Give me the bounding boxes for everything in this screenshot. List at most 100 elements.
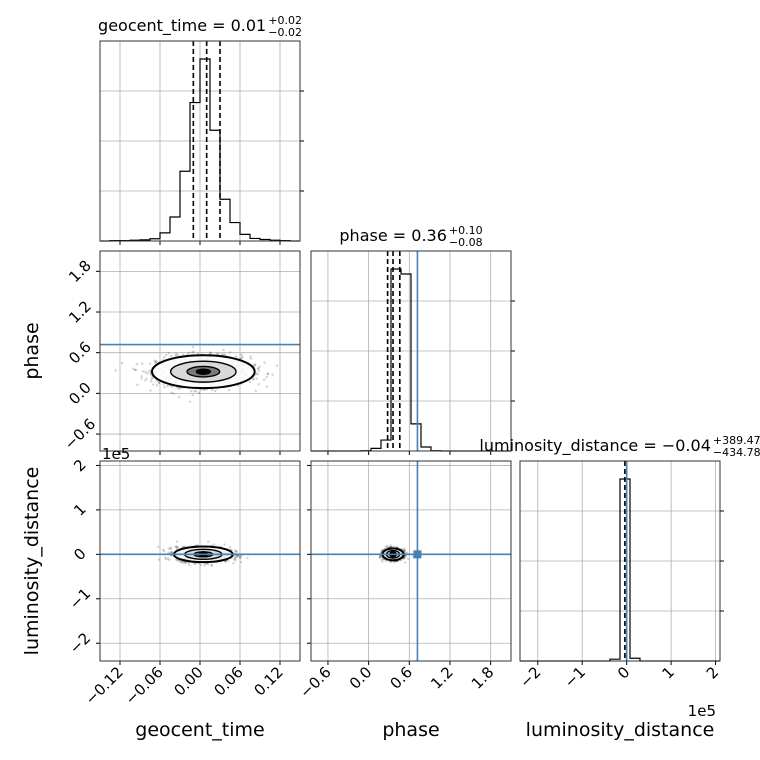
scatter-point bbox=[169, 547, 173, 551]
scatter-point bbox=[167, 551, 170, 554]
scatter-point bbox=[392, 560, 396, 564]
scatter-point bbox=[257, 367, 260, 370]
scatter-point bbox=[166, 557, 170, 560]
scatter-point bbox=[227, 559, 230, 563]
scatter-point bbox=[257, 383, 261, 386]
scatter-point bbox=[134, 368, 137, 372]
y-scale-label: 1e5 bbox=[102, 445, 130, 463]
scatter-point bbox=[168, 558, 171, 561]
x-axis-label: geocent_time bbox=[135, 719, 264, 741]
scatter-point bbox=[151, 376, 154, 380]
scatter-point bbox=[257, 369, 261, 373]
scatter-point bbox=[265, 375, 268, 379]
x-tick-label: 0.12 bbox=[250, 663, 286, 699]
panel-luminosity_distance-geocent_time bbox=[96, 460, 301, 665]
scatter-point bbox=[378, 555, 382, 559]
scatter-point bbox=[209, 351, 212, 354]
y-tick-label: −2 bbox=[66, 629, 94, 657]
scatter-point bbox=[232, 562, 235, 565]
scatter-point bbox=[184, 561, 187, 564]
scatter-point bbox=[240, 356, 244, 360]
scatter-point bbox=[150, 377, 153, 381]
scatter-point bbox=[254, 389, 257, 392]
scatter-point bbox=[234, 550, 238, 553]
x-tick-label: 0.0 bbox=[346, 663, 376, 693]
panel-border bbox=[310, 250, 512, 452]
scatter-point bbox=[239, 560, 243, 564]
title-sup: +0.02 bbox=[268, 14, 302, 27]
scatter-point bbox=[180, 560, 183, 564]
title-luminosity_distance: luminosity_distance = −0.04 +389.47−434.7… bbox=[479, 434, 760, 459]
scatter-point bbox=[142, 370, 145, 373]
scatter-point bbox=[120, 361, 124, 365]
scatter-point bbox=[234, 355, 238, 358]
scatter-point bbox=[164, 557, 168, 561]
scatter-point bbox=[140, 374, 143, 378]
panel-luminosity_distance-phase bbox=[307, 460, 512, 665]
y-tick-label: 0.6 bbox=[65, 338, 95, 368]
scatter-point bbox=[406, 557, 410, 561]
scatter-point bbox=[193, 562, 197, 566]
scatter-point bbox=[234, 557, 237, 560]
scatter-point bbox=[212, 543, 216, 546]
scatter-point bbox=[222, 348, 225, 352]
scatter-point bbox=[187, 351, 190, 355]
scatter-point bbox=[149, 380, 153, 383]
scatter-point bbox=[178, 387, 181, 391]
scatter-point bbox=[141, 362, 144, 365]
scatter-point bbox=[248, 380, 252, 384]
scatter-point bbox=[238, 556, 241, 559]
scatter-point bbox=[213, 390, 217, 393]
scatter-point bbox=[403, 556, 406, 560]
scatter-point bbox=[175, 540, 179, 543]
histogram-phase bbox=[311, 268, 511, 452]
scatter-point bbox=[197, 391, 201, 395]
y-tick-label: 0 bbox=[70, 545, 89, 564]
scatter-point bbox=[402, 549, 406, 552]
scatter-point bbox=[403, 547, 406, 550]
scatter-point bbox=[232, 558, 236, 561]
scatter-point bbox=[209, 352, 212, 355]
histogram-geocent_time bbox=[100, 58, 300, 242]
scatter-point bbox=[239, 556, 242, 560]
scatter-point bbox=[155, 360, 158, 363]
scatter-point bbox=[275, 364, 279, 367]
scatter-point bbox=[402, 556, 406, 560]
y-tick-label: 2 bbox=[70, 456, 89, 475]
scatter-point bbox=[157, 381, 161, 384]
scatter-point bbox=[134, 368, 137, 372]
scatter-point bbox=[228, 351, 232, 354]
scatter-point bbox=[235, 550, 238, 553]
x-tick-label: 2 bbox=[703, 663, 722, 682]
scatter-point bbox=[403, 549, 406, 552]
scatter-point bbox=[217, 353, 220, 356]
scatter-point bbox=[210, 564, 213, 567]
scatter-point bbox=[207, 540, 210, 543]
scatter-point bbox=[152, 383, 155, 386]
scatter-point bbox=[203, 564, 206, 567]
panel-border bbox=[99, 460, 301, 662]
scatter-point bbox=[136, 383, 139, 386]
scatter-point bbox=[224, 560, 227, 564]
scatter-point bbox=[203, 388, 207, 391]
scatter-point bbox=[385, 545, 389, 548]
scatter-point bbox=[235, 555, 238, 558]
scatter-point bbox=[188, 563, 191, 567]
y-tick-label: −0.6 bbox=[61, 415, 99, 453]
title-sub: −0.02 bbox=[268, 26, 302, 39]
scatter-point bbox=[135, 362, 139, 366]
scatter-points bbox=[100, 540, 300, 567]
title-sub: −434.78 bbox=[713, 446, 760, 459]
truth-marker bbox=[413, 550, 422, 559]
scatter-point bbox=[171, 385, 174, 389]
y-tick-label: 0.0 bbox=[65, 379, 95, 409]
title-geocent_time: geocent_time = 0.01 +0.02−0.02 bbox=[98, 14, 302, 39]
scatter-point bbox=[252, 377, 255, 380]
scatter-point bbox=[223, 353, 226, 356]
scatter-point bbox=[132, 367, 135, 370]
scatter-point bbox=[210, 563, 214, 567]
scatter-point bbox=[404, 555, 408, 558]
scatter-point bbox=[177, 559, 180, 562]
scatter-point bbox=[146, 372, 149, 375]
